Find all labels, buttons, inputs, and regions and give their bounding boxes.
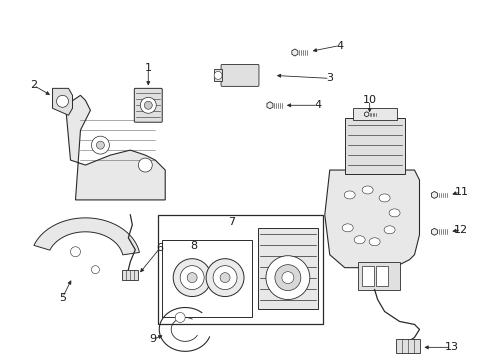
Circle shape bbox=[144, 101, 152, 109]
Bar bbox=[258, 228, 318, 310]
Text: 5: 5 bbox=[59, 293, 66, 302]
Ellipse shape bbox=[344, 191, 355, 199]
Ellipse shape bbox=[369, 238, 380, 246]
Text: 9: 9 bbox=[150, 334, 157, 345]
Text: 2: 2 bbox=[30, 80, 37, 90]
Text: 1: 1 bbox=[145, 63, 152, 73]
Text: 12: 12 bbox=[454, 225, 468, 235]
Circle shape bbox=[180, 266, 204, 289]
Circle shape bbox=[138, 158, 152, 172]
Text: 4: 4 bbox=[336, 41, 343, 50]
Text: 6: 6 bbox=[157, 243, 164, 253]
Bar bbox=[358, 262, 399, 289]
Polygon shape bbox=[122, 270, 138, 280]
Polygon shape bbox=[52, 88, 73, 115]
Text: 4: 4 bbox=[314, 100, 321, 110]
Circle shape bbox=[206, 259, 244, 297]
Text: 3: 3 bbox=[326, 73, 333, 84]
Circle shape bbox=[175, 312, 185, 323]
Bar bbox=[362, 266, 374, 285]
Bar bbox=[162, 240, 252, 318]
Circle shape bbox=[97, 141, 104, 149]
Polygon shape bbox=[214, 69, 222, 81]
Circle shape bbox=[220, 273, 230, 283]
Circle shape bbox=[187, 273, 197, 283]
Bar bbox=[345, 118, 405, 174]
Text: 10: 10 bbox=[363, 95, 377, 105]
Bar bbox=[395, 339, 419, 353]
Circle shape bbox=[266, 256, 310, 300]
Text: 13: 13 bbox=[444, 342, 459, 352]
Circle shape bbox=[282, 272, 294, 284]
Text: 7: 7 bbox=[228, 217, 236, 227]
Bar bbox=[376, 266, 388, 285]
Bar bbox=[158, 215, 323, 324]
Polygon shape bbox=[325, 170, 419, 268]
Polygon shape bbox=[34, 218, 140, 255]
Circle shape bbox=[214, 71, 222, 80]
Circle shape bbox=[173, 259, 211, 297]
Bar bbox=[353, 108, 396, 120]
Ellipse shape bbox=[342, 224, 353, 232]
Polygon shape bbox=[66, 95, 165, 200]
FancyBboxPatch shape bbox=[221, 64, 259, 86]
Text: 11: 11 bbox=[454, 187, 468, 197]
Circle shape bbox=[92, 266, 99, 274]
Circle shape bbox=[213, 266, 237, 289]
Circle shape bbox=[71, 247, 80, 257]
Text: 8: 8 bbox=[191, 241, 197, 251]
Ellipse shape bbox=[389, 209, 400, 217]
Circle shape bbox=[92, 136, 109, 154]
Ellipse shape bbox=[354, 236, 365, 244]
FancyBboxPatch shape bbox=[134, 88, 162, 122]
Circle shape bbox=[275, 265, 301, 291]
Circle shape bbox=[56, 95, 69, 107]
Ellipse shape bbox=[384, 226, 395, 234]
Ellipse shape bbox=[362, 186, 373, 194]
Ellipse shape bbox=[379, 194, 390, 202]
Circle shape bbox=[140, 97, 156, 113]
